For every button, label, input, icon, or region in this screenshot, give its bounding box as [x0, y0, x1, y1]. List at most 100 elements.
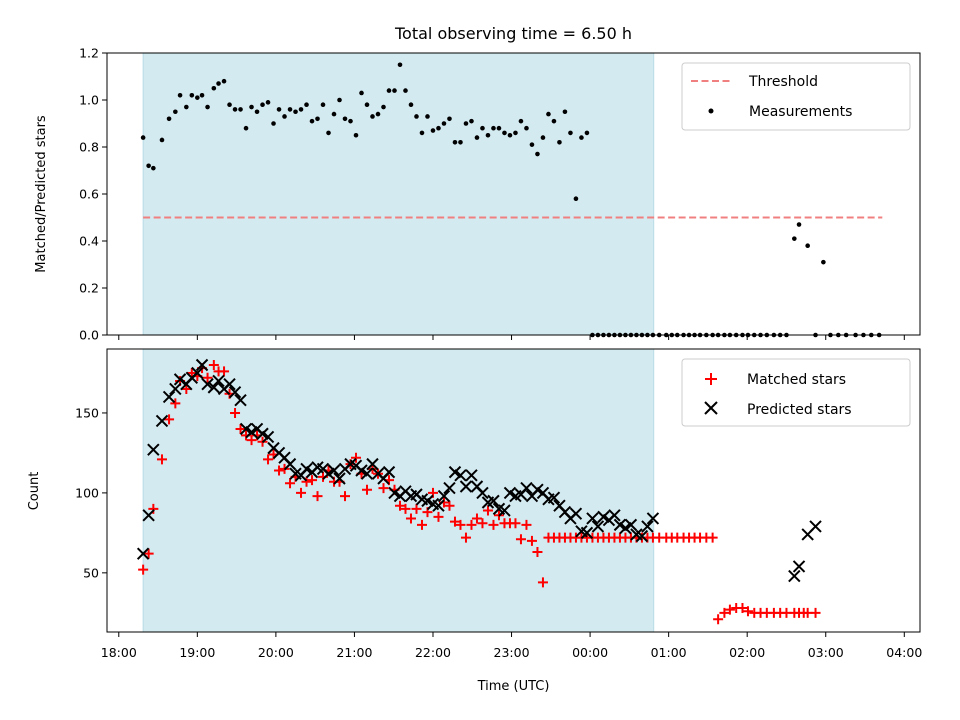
bottom-legend-box: [681, 358, 911, 427]
matched-star-point: [521, 519, 532, 530]
measurement-point: [195, 95, 200, 100]
predicted-star-point: [635, 529, 649, 543]
measurement-point: [452, 140, 458, 145]
matched-star-point: [301, 476, 312, 487]
matched-star-point: [537, 577, 548, 588]
top-shaded-interval: [142, 53, 655, 335]
predicted-star-point: [498, 504, 511, 517]
matched-star-point: [510, 518, 521, 529]
predicted-star-point: [195, 358, 209, 372]
measurement-point: [146, 163, 151, 169]
top-y-tick-label: 1.0: [79, 93, 99, 108]
measurement-point: [337, 97, 342, 103]
matched-star-point: [724, 604, 735, 615]
measurement-point: [260, 102, 265, 107]
matched-star-point: [471, 513, 482, 524]
observing-window: [143, 53, 654, 335]
top-y-axis-label: Matched/Predicted stars: [34, 115, 49, 273]
matched-star-point: [482, 505, 493, 516]
measurement-point: [232, 107, 238, 112]
measurement-point: [151, 165, 156, 171]
matched-star-point: [263, 454, 274, 465]
matched-star-point: [181, 383, 192, 394]
bottom-y-axis-label: Count: [27, 472, 42, 511]
x-tick-label: 03:00: [808, 645, 844, 660]
matched-star-point: [455, 519, 466, 530]
matched-star-point: [449, 516, 460, 527]
measurement-point: [276, 107, 282, 112]
measurement-point: [568, 130, 573, 136]
legend-measurement-swatch: [708, 108, 714, 114]
measurement-point: [159, 137, 165, 143]
legend-matched-swatch: [705, 373, 717, 385]
matched-star-point: [394, 500, 405, 511]
x-tick-label: 01:00: [651, 645, 687, 660]
x-axis-label: Time (UTC): [477, 679, 550, 694]
measurement-point: [474, 135, 480, 140]
bottom-x-ticks: 18:00 19:00 20:00 21:00 22:00 23:00 00:00 01:00…: [101, 632, 922, 660]
measurement-point: [551, 118, 557, 124]
measurement-point: [805, 243, 810, 248]
measurement-point: [403, 88, 408, 93]
measurement-point: [485, 132, 491, 138]
predicted-star-point: [459, 480, 473, 493]
matched-stars-points: [138, 359, 821, 625]
measurement-point: [546, 111, 551, 117]
matched-star-point: [164, 414, 175, 425]
predicted-star-point: [207, 381, 221, 394]
measurement-point: [419, 130, 425, 136]
measurement-point: [238, 107, 243, 112]
matched-star-point: [246, 435, 257, 446]
measurement-point: [513, 130, 518, 136]
predicted-star-point: [327, 464, 341, 477]
measurement-point: [796, 222, 802, 227]
predicted-star-point: [591, 520, 605, 533]
matched-star-point: [466, 519, 477, 530]
predicted-star-point: [580, 526, 594, 540]
x-tick-label: 23:00: [494, 645, 530, 660]
matched-star-point: [208, 359, 219, 370]
predicted-star-point: [261, 430, 275, 444]
measurement-point: [348, 118, 353, 124]
matched-star-point: [296, 487, 307, 498]
measurement-point: [177, 93, 183, 98]
x-tick-label: 18:00: [101, 645, 137, 660]
measurement-points: [140, 62, 882, 338]
matched-star-point: [707, 532, 718, 543]
top-y-tick-label: 1.2: [79, 46, 99, 61]
measurement-point: [496, 125, 502, 131]
measurement-point: [425, 114, 430, 119]
predicted-star-point: [432, 499, 445, 512]
x-tick-label: 00:00: [572, 645, 608, 660]
predicted-star-point: [809, 520, 822, 533]
matched-star-point: [148, 503, 159, 514]
predicted-star-point: [147, 443, 160, 456]
measurement-point: [326, 130, 331, 136]
measurement-point: [502, 130, 507, 136]
predicted-star-point: [223, 377, 236, 391]
matched-star-point: [713, 614, 724, 625]
measurement-point: [166, 116, 172, 122]
predicted-star-point: [228, 385, 242, 399]
measurement-point: [315, 116, 320, 122]
measurement-point: [414, 114, 419, 119]
measurement-point: [392, 88, 397, 93]
x-tick-label: 20:00: [258, 645, 294, 660]
matched-star-point: [488, 519, 499, 530]
matched-star-point: [312, 491, 323, 502]
measurement-point: [430, 128, 436, 133]
measurement-point: [298, 107, 304, 112]
measurement-point: [408, 102, 414, 107]
predicted-star-point: [173, 373, 187, 386]
predicted-star-point: [569, 507, 583, 520]
x-tick-label: 19:00: [179, 645, 215, 660]
measurement-point: [562, 109, 568, 115]
measurement-point: [579, 135, 584, 140]
top-y-tick-label: 0.8: [79, 140, 99, 155]
bottom-panel: 50 100 150 18:00 19:00 20:00 21:00 22:00 23:00 0…: [27, 349, 922, 694]
measurement-point: [293, 109, 298, 115]
matched-star-point: [378, 483, 389, 494]
top-legend: Threshold Measurements: [681, 62, 911, 131]
matched-star-point: [351, 452, 362, 463]
matched-star-point: [737, 603, 748, 614]
